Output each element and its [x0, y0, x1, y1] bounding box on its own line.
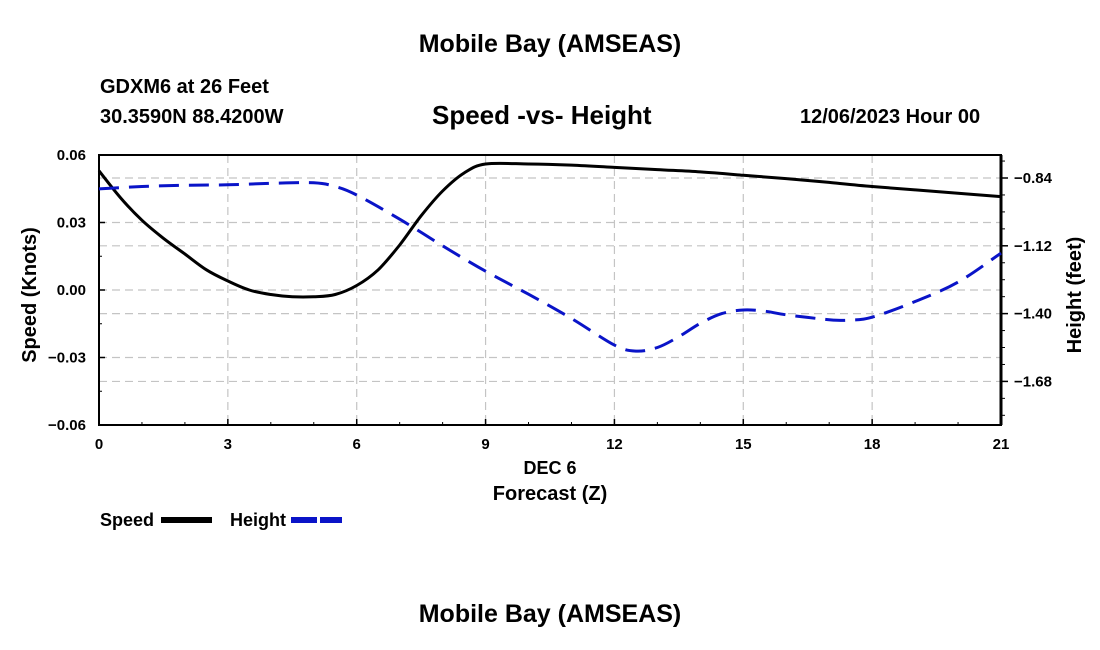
y-tick-label: −0.03 — [48, 350, 86, 367]
x-tick-label: 12 — [606, 436, 623, 453]
chart-legend: Speed Height — [100, 510, 342, 530]
footer-title: Mobile Bay (AMSEAS) — [418, 600, 682, 628]
x-tick-label: 18 — [864, 436, 881, 453]
y-tick-label: 0.06 — [57, 147, 86, 164]
forecast-datetime: 12/06/2023 Hour 00 — [800, 106, 981, 128]
x-axis-date-label: DEC 6 — [523, 458, 576, 478]
axis-ticks: 0 3 6 9 12 15 18 21 0.06 0.03 0.00 −0.03 −0.06 −0.84 −… — [48, 147, 1053, 453]
x-tick-label: 3 — [224, 436, 232, 453]
y2-axis-label: Height (feet) — [1064, 237, 1086, 354]
height-series-line — [98, 181, 1002, 353]
x-tick-label: 0 — [95, 436, 103, 453]
y2-tick-label: −0.84 — [1014, 170, 1053, 187]
chart-title: Speed -vs- Height — [432, 100, 652, 130]
page-title: Mobile Bay (AMSEAS) — [418, 30, 682, 58]
y-tick-label: 0.00 — [57, 282, 86, 299]
legend-speed-label: Speed — [100, 510, 154, 530]
station-coordinates: 30.3590N 88.4200W — [100, 106, 284, 128]
station-label: GDXM6 at 26 Feet — [100, 76, 269, 98]
chart-grid — [99, 154, 1001, 425]
y2-tick-label: −1.12 — [1014, 238, 1052, 255]
x-tick-label: 6 — [353, 436, 361, 453]
x-tick-label: 21 — [993, 436, 1010, 453]
x-tick-label: 15 — [735, 436, 752, 453]
y2-tick-label: −1.40 — [1014, 306, 1052, 323]
y2-tick-label: −1.68 — [1014, 373, 1052, 390]
legend-height-label: Height — [230, 510, 286, 530]
y-tick-label: 0.03 — [57, 215, 86, 232]
speed-series-line — [97, 161, 1002, 299]
x-tick-label: 9 — [481, 436, 489, 453]
series-layer — [97, 161, 1002, 353]
y-axis-label: Speed (Knots) — [19, 227, 41, 363]
x-axis-label: Forecast (Z) — [493, 483, 607, 505]
y-tick-label: −0.06 — [48, 417, 86, 434]
